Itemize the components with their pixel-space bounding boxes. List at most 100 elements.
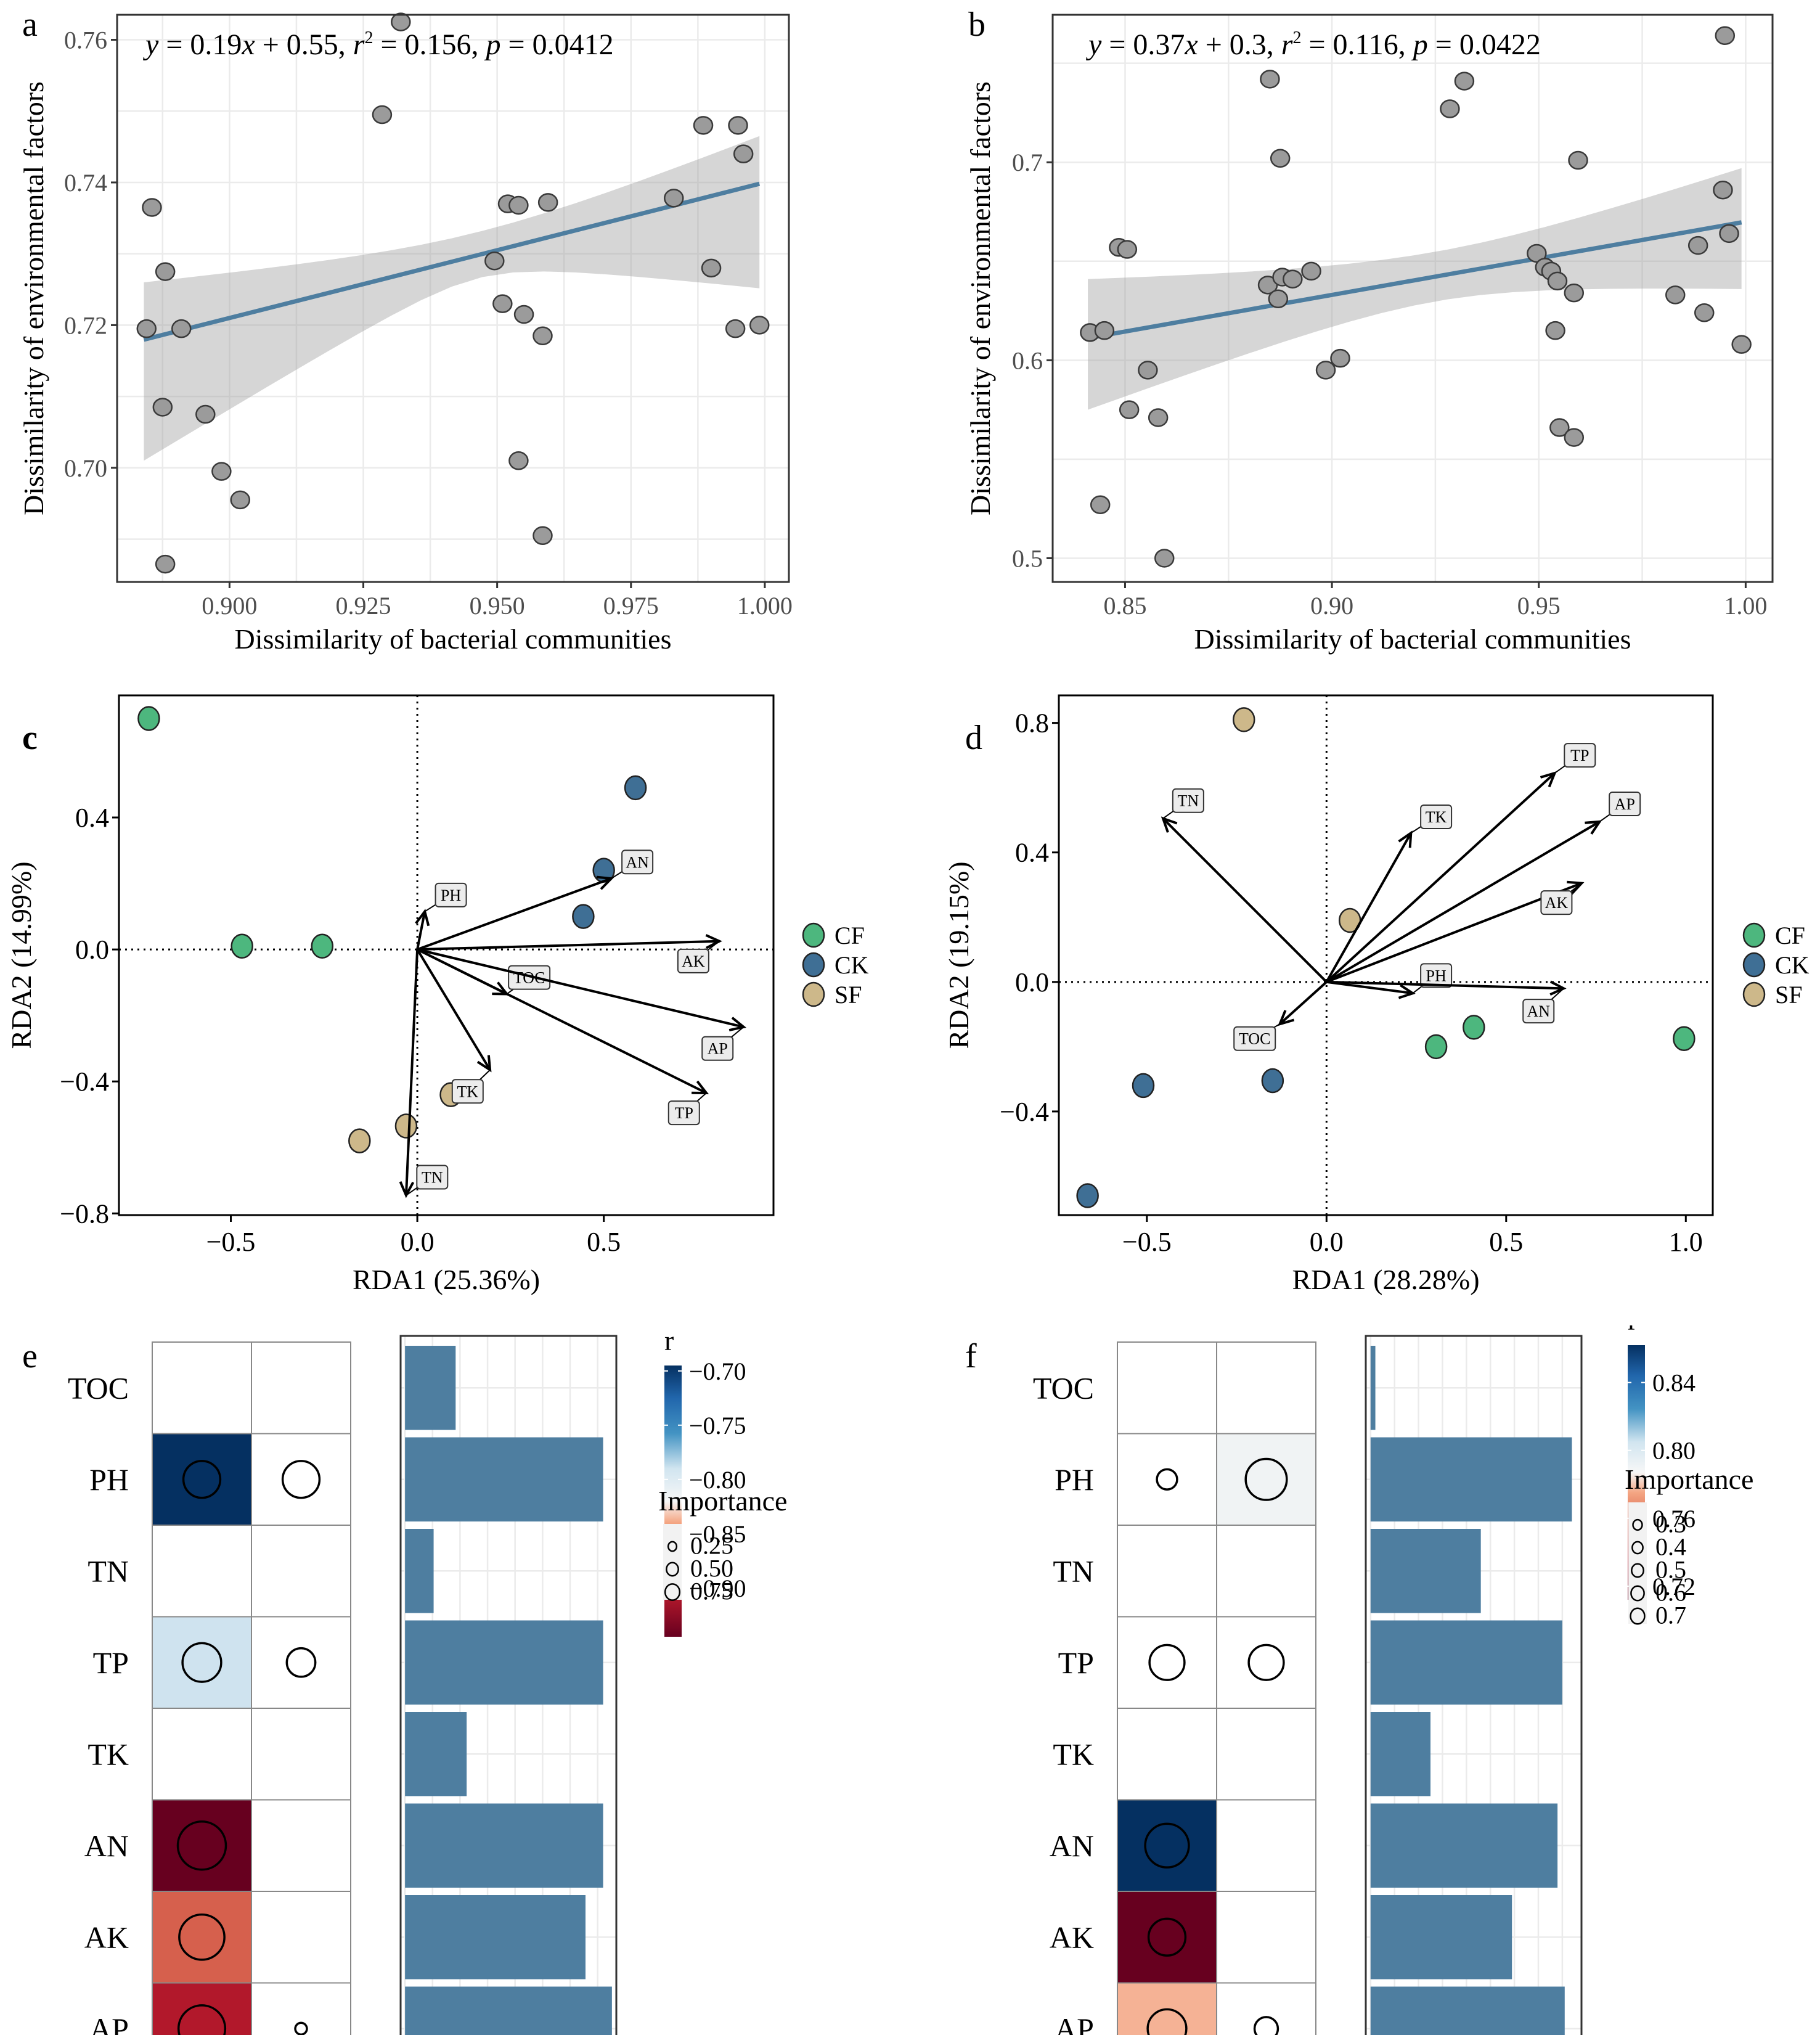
data-point	[391, 12, 411, 31]
x-tick-label: 1.000	[737, 592, 793, 620]
arrow-shaft	[417, 877, 612, 951]
data-point	[152, 398, 173, 417]
heatmap-cell	[251, 1708, 351, 1801]
panel-a-regression-scatter: a 0.900 0.925 0.950 0.975 1.000 0.70 0.72 0.74 0.…	[18, 6, 793, 655]
sample-point-ck	[572, 904, 595, 929]
size-legend-circle	[1632, 1518, 1643, 1531]
importance-circle	[1146, 2008, 1188, 2035]
explained-bar	[1370, 1803, 1558, 1888]
importance-circle	[1144, 1822, 1190, 1869]
heatmap-cell	[1117, 1799, 1217, 1892]
data-point	[749, 316, 770, 335]
data-point	[211, 462, 232, 481]
variable-label-box	[1564, 743, 1596, 768]
data-point	[1564, 283, 1585, 303]
heatmap-cell	[1216, 1341, 1316, 1435]
explained-bar	[1370, 1895, 1512, 1980]
data-point	[1301, 261, 1321, 281]
regression-line	[143, 181, 761, 342]
arrow-shaft	[417, 948, 707, 1094]
x-tick-label: −0.5	[1122, 1227, 1172, 1257]
explained-bar	[405, 1529, 434, 1613]
importance-circle	[177, 2004, 227, 2035]
y-tick-label: 0.74	[64, 169, 107, 197]
explained-bar	[1370, 1346, 1376, 1430]
data-point	[155, 554, 176, 574]
equation-part: y	[142, 28, 159, 61]
variable-label: TOC	[1239, 1030, 1271, 1048]
sample-point-cf	[311, 933, 334, 959]
heatmap-cell	[152, 1341, 252, 1435]
data-point	[537, 193, 558, 212]
regression-equation: y = 0.19x + 0.55, r2 = 0.156, p = 0.0412	[142, 28, 614, 61]
importance-circle	[1244, 1457, 1288, 1501]
data-point	[725, 319, 746, 338]
confidence-band	[1088, 168, 1742, 410]
variable-label-box	[1420, 804, 1453, 829]
equation-part: r	[1281, 28, 1293, 61]
data-point	[1154, 549, 1175, 568]
explained-bar	[1370, 1986, 1565, 2035]
colorbar-title: r	[664, 1325, 674, 1356]
data-point	[513, 305, 534, 324]
equation-part: = 0.19	[158, 28, 242, 61]
data-point	[1564, 428, 1585, 447]
heatmap-cell	[251, 1525, 351, 1618]
variable-label-box	[1420, 963, 1453, 988]
colorbar-tick-label: 0.72	[1652, 1573, 1696, 1600]
panel-letter: e	[22, 1337, 38, 1375]
y-tick-label: 0.4	[1015, 838, 1049, 868]
variable-label-box	[1540, 890, 1573, 915]
data-point	[171, 319, 192, 338]
y-tick-label: 0.7	[1012, 149, 1043, 176]
colorbar-tick-label: −0.85	[689, 1520, 746, 1548]
row-label: AP	[89, 2012, 129, 2035]
data-point	[1687, 235, 1708, 255]
arrow-shaft	[1326, 980, 1413, 995]
x-axis-title: Dissimilarity of bacterial communities	[234, 623, 671, 655]
importance-circle	[178, 1913, 226, 1961]
x-tick-label: 0.975	[603, 592, 659, 620]
panel-letter: a	[22, 6, 38, 44]
explained-bar	[405, 1437, 603, 1521]
x-tick-label: 0.925	[336, 592, 391, 620]
explained-bar	[405, 1803, 603, 1888]
data-point	[693, 116, 714, 135]
importance-circle	[294, 2021, 308, 2035]
data-point	[1715, 26, 1736, 45]
plot-border	[116, 14, 790, 583]
data-point	[1268, 289, 1289, 309]
sample-point-cf	[1463, 1015, 1485, 1040]
legend-label: CK	[835, 951, 869, 979]
legend-label: CF	[1775, 922, 1805, 949]
regression-line	[1087, 220, 1742, 340]
equation-part: 2	[364, 28, 373, 47]
sample-point-cf	[137, 706, 160, 731]
explained-bar	[405, 1620, 603, 1705]
variable-label: TP	[1570, 747, 1589, 764]
importance-circle	[1253, 2016, 1279, 2035]
arrow-head	[1585, 820, 1602, 835]
data-point	[701, 258, 722, 278]
sample-point-cf	[1673, 1026, 1696, 1051]
data-point	[1545, 321, 1565, 340]
bar-plot-border	[1365, 1335, 1583, 2035]
arrow-shaft	[1279, 981, 1328, 1025]
heatmap-cell	[251, 1433, 351, 1526]
variable-label-box	[435, 882, 467, 907]
row-label: TK	[88, 1737, 129, 1771]
sample-point-sf	[348, 1128, 371, 1153]
data-point	[1315, 361, 1336, 380]
heatmap-cell	[152, 1708, 252, 1801]
equation-part: = 0.37	[1101, 28, 1185, 61]
x-tick-label: 0.95	[1517, 592, 1561, 620]
variable-label-box	[677, 948, 709, 973]
variable-label: AN	[1527, 1002, 1550, 1020]
variable-label-box	[1172, 788, 1204, 813]
size-legend-label: 0.4	[1655, 1533, 1686, 1561]
equation-part: y	[1085, 28, 1102, 61]
arrow-shaft	[417, 940, 720, 951]
y-tick-label: 0.76	[64, 27, 107, 54]
variable-label: AP	[708, 1040, 728, 1058]
